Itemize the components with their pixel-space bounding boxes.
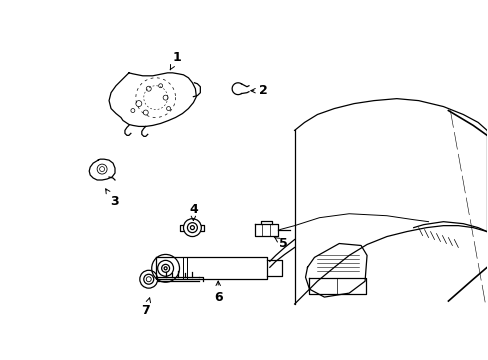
Text: 3: 3 (105, 189, 118, 208)
Text: 5: 5 (274, 237, 287, 250)
Text: 2: 2 (250, 84, 268, 97)
Text: 6: 6 (213, 281, 222, 303)
Text: 7: 7 (141, 298, 150, 318)
Text: 1: 1 (170, 51, 181, 70)
Text: 4: 4 (189, 203, 197, 221)
